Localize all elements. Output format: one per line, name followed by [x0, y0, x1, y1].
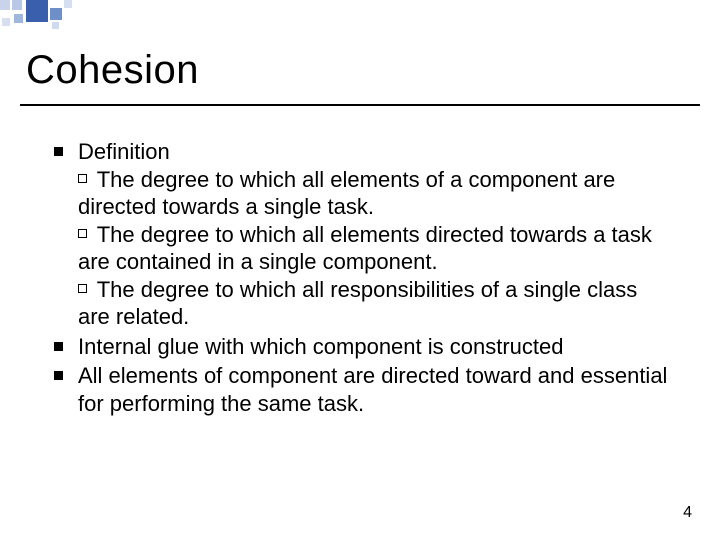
deco-square: [14, 14, 23, 23]
list-item: Internal glue with which component is co…: [54, 333, 674, 361]
slide-title: Cohesion: [26, 48, 199, 93]
bullet-hollow-icon: [78, 284, 87, 293]
bullet-hollow-icon: [78, 174, 87, 183]
sublist-item: The degree to which all responsibilities…: [78, 276, 674, 331]
bullet-hollow-icon: [78, 229, 87, 238]
sublist-item-text: The degree to which all elements directe…: [78, 221, 674, 276]
content-area: Definition The degree to which all eleme…: [54, 138, 674, 419]
list-item-text: Definition: [78, 138, 170, 166]
list-item: Definition The degree to which all eleme…: [54, 138, 674, 331]
list-item-text: All elements of component are directed t…: [78, 362, 674, 417]
sublist-item-text: The degree to which all elements of a co…: [78, 166, 674, 221]
sublist-item-text: The degree to which all responsibilities…: [78, 276, 674, 331]
page-number: 4: [683, 504, 692, 522]
deco-square: [2, 18, 10, 26]
deco-square: [26, 0, 48, 22]
bullet-solid-icon: [54, 342, 63, 351]
slide: Cohesion Definition The degree to which …: [0, 0, 720, 540]
title-underline: [20, 104, 700, 106]
sublist-item: The degree to which all elements directe…: [78, 221, 674, 276]
bullet-solid-icon: [54, 147, 63, 156]
corner-decoration: [0, 0, 90, 32]
deco-square: [64, 0, 72, 8]
deco-square: [50, 8, 62, 20]
list-item: All elements of component are directed t…: [54, 362, 674, 417]
deco-square: [12, 0, 22, 10]
sublist-item: The degree to which all elements of a co…: [78, 166, 674, 221]
deco-square: [52, 22, 59, 29]
bullet-solid-icon: [54, 371, 63, 380]
deco-square: [0, 0, 10, 10]
list-item-text: Internal glue with which component is co…: [78, 333, 563, 361]
